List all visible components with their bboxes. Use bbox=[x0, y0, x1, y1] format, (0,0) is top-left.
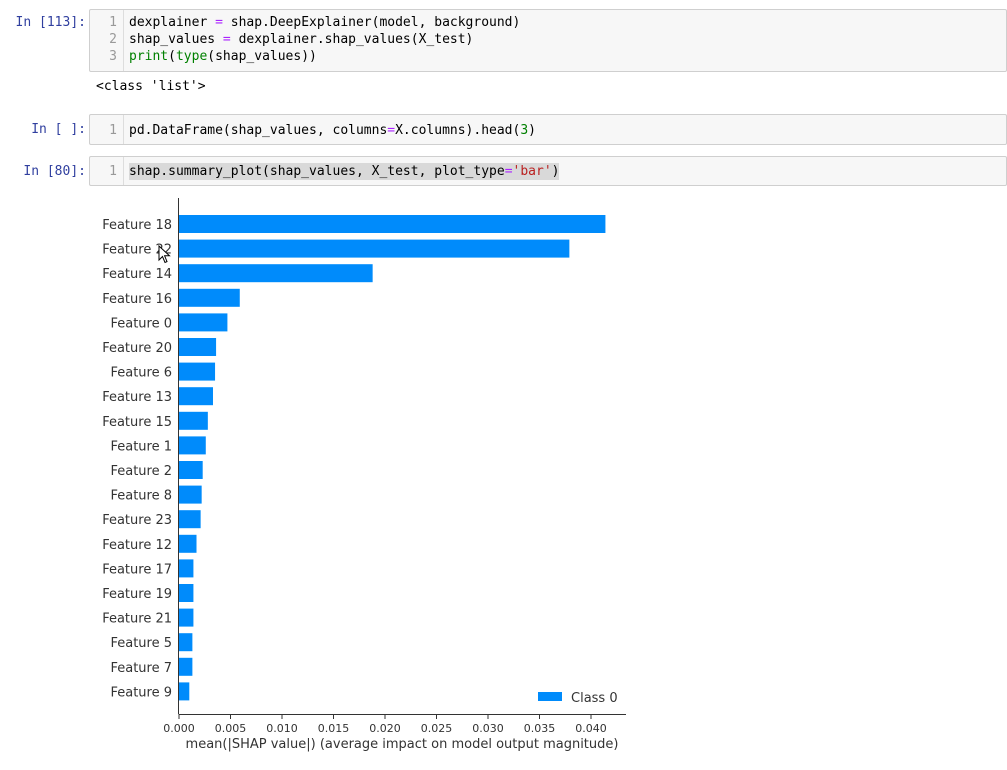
bar bbox=[179, 657, 193, 676]
code-token: type bbox=[175, 49, 208, 64]
bar bbox=[179, 608, 194, 627]
code-editor[interactable]: 1 shap.summary_plot(shap_values, X_test, … bbox=[89, 156, 1007, 186]
line-number-gutter bbox=[123, 10, 124, 71]
code-token: ( bbox=[168, 49, 176, 64]
code-token: (shap_values)) bbox=[207, 49, 317, 64]
x-tick-label: 0.035 bbox=[524, 722, 556, 735]
code-text[interactable]: pd.DataFrame(shap_values, columns=X.colu… bbox=[129, 122, 536, 139]
code-token: ) bbox=[528, 123, 536, 138]
code-text[interactable]: shap.summary_plot(shap_values, X_test, p… bbox=[129, 163, 560, 180]
x-tick-label: 0.030 bbox=[472, 722, 504, 735]
y-tick-label: Feature 17 bbox=[102, 562, 172, 577]
line-number: 1 bbox=[109, 123, 117, 138]
code-token: = bbox=[387, 123, 396, 138]
bar bbox=[179, 534, 197, 553]
line-number-gutter bbox=[123, 115, 124, 144]
cell-prompt: In [ ]: bbox=[31, 122, 86, 137]
bar bbox=[179, 436, 206, 455]
code-token: shap_values bbox=[129, 32, 223, 47]
code-text[interactable]: shap_values = dexplainer.shap_values(X_t… bbox=[129, 31, 473, 48]
code-editor[interactable]: 1 pd.DataFrame(shap_values, columns=X.col… bbox=[89, 114, 1007, 145]
code-line[interactable]: 1 dexplainer = shap.DeepExplainer(model, … bbox=[90, 14, 1006, 31]
bar bbox=[179, 215, 606, 233]
bar bbox=[179, 633, 193, 652]
line-number-gutter bbox=[123, 157, 124, 185]
bar bbox=[179, 387, 213, 406]
x-tick-label: 0.025 bbox=[421, 722, 453, 735]
line-number: 3 bbox=[109, 49, 117, 64]
legend-label: Class 0 bbox=[571, 691, 618, 706]
code-line[interactable]: 1 shap.summary_plot(shap_values, X_test, … bbox=[90, 163, 1006, 180]
bar bbox=[179, 411, 208, 430]
code-token: = bbox=[222, 32, 231, 47]
x-tick-label: 0.015 bbox=[318, 722, 350, 735]
bar bbox=[179, 682, 190, 701]
code-text[interactable]: dexplainer = shap.DeepExplainer(model, b… bbox=[129, 14, 520, 31]
bar bbox=[179, 288, 240, 307]
cell-prompt: In [113]: bbox=[15, 15, 86, 30]
y-tick-label: Feature 12 bbox=[102, 538, 172, 553]
bar bbox=[179, 264, 373, 283]
code-token: ) bbox=[551, 164, 560, 179]
code-token: pd.DataFrame(shap_values, columns bbox=[129, 123, 388, 138]
code-token: X.columns).head( bbox=[395, 123, 521, 138]
x-axis-label: mean(|SHAP value|) (average impact on mo… bbox=[186, 737, 619, 752]
bar bbox=[179, 559, 194, 578]
y-tick-label: Feature 8 bbox=[110, 489, 172, 504]
bar bbox=[179, 338, 217, 356]
y-tick-label: Feature 7 bbox=[110, 661, 172, 676]
shap-summary-bar-chart: Feature 18 Feature 22 Feature 14 Feature 16… bbox=[102, 198, 626, 752]
line-number: 1 bbox=[109, 164, 117, 179]
cell-output: <class 'list'> bbox=[96, 79, 206, 94]
y-tick-label: Feature 16 bbox=[102, 292, 172, 307]
code-editor[interactable]: 1 dexplainer = shap.DeepExplainer(model, … bbox=[89, 9, 1007, 72]
y-tick-label: Feature 23 bbox=[102, 513, 172, 528]
x-tick-label: 0.010 bbox=[266, 722, 298, 735]
y-tick-label: Feature 1 bbox=[110, 439, 172, 454]
y-tick-label: Feature 14 bbox=[102, 267, 172, 282]
line-number: 2 bbox=[109, 32, 117, 47]
y-tick-label: Feature 13 bbox=[102, 390, 172, 405]
bar bbox=[179, 313, 228, 332]
code-token: shap.summary_plot(shap_values, X_test, p… bbox=[129, 164, 505, 179]
code-token: = bbox=[215, 15, 223, 30]
code-token: dexplainer bbox=[129, 15, 216, 30]
y-tick-label: Feature 21 bbox=[102, 612, 172, 627]
y-tick-label: Feature 0 bbox=[110, 316, 172, 331]
x-tick-label: 0.040 bbox=[575, 722, 607, 735]
x-tick-label: 0.020 bbox=[369, 722, 401, 735]
line-number: 1 bbox=[109, 15, 117, 30]
y-tick-label: Feature 18 bbox=[102, 218, 172, 233]
code-token: shap.DeepExplainer(model, background) bbox=[222, 15, 521, 30]
code-token: dexplainer.shap_values(X_test) bbox=[230, 32, 474, 47]
bar bbox=[179, 362, 216, 381]
legend-swatch bbox=[538, 692, 562, 701]
y-tick-label: Feature 19 bbox=[102, 587, 172, 602]
y-tick-label: Feature 9 bbox=[110, 685, 172, 700]
code-token: = bbox=[504, 164, 513, 179]
x-tick-label: 0.000 bbox=[163, 722, 195, 735]
code-line[interactable]: 3 print(type(shap_values)) bbox=[90, 48, 1006, 65]
code-text[interactable]: print(type(shap_values)) bbox=[129, 48, 317, 65]
mouse-cursor-icon bbox=[158, 245, 171, 264]
bar bbox=[179, 461, 203, 479]
code-token: 'bar' bbox=[512, 164, 552, 179]
y-tick-label: Feature 6 bbox=[110, 366, 172, 381]
bar bbox=[179, 239, 570, 258]
y-tick-label: Feature 15 bbox=[102, 415, 172, 430]
bar bbox=[179, 584, 194, 602]
code-line[interactable]: 1 pd.DataFrame(shap_values, columns=X.col… bbox=[90, 122, 1006, 139]
y-tick-label: Feature 2 bbox=[110, 464, 172, 479]
y-tick-label: Feature 22 bbox=[102, 243, 172, 258]
x-tick-label: 0.005 bbox=[215, 722, 247, 735]
bar bbox=[179, 510, 201, 529]
code-token: print bbox=[129, 49, 169, 64]
code-token: 3 bbox=[520, 123, 529, 138]
cell-prompt: In [80]: bbox=[23, 164, 86, 179]
bar bbox=[179, 485, 202, 504]
code-line[interactable]: 2 shap_values = dexplainer.shap_values(X_… bbox=[90, 31, 1006, 48]
y-tick-label: Feature 5 bbox=[110, 636, 172, 651]
y-tick-label: Feature 20 bbox=[102, 341, 172, 356]
